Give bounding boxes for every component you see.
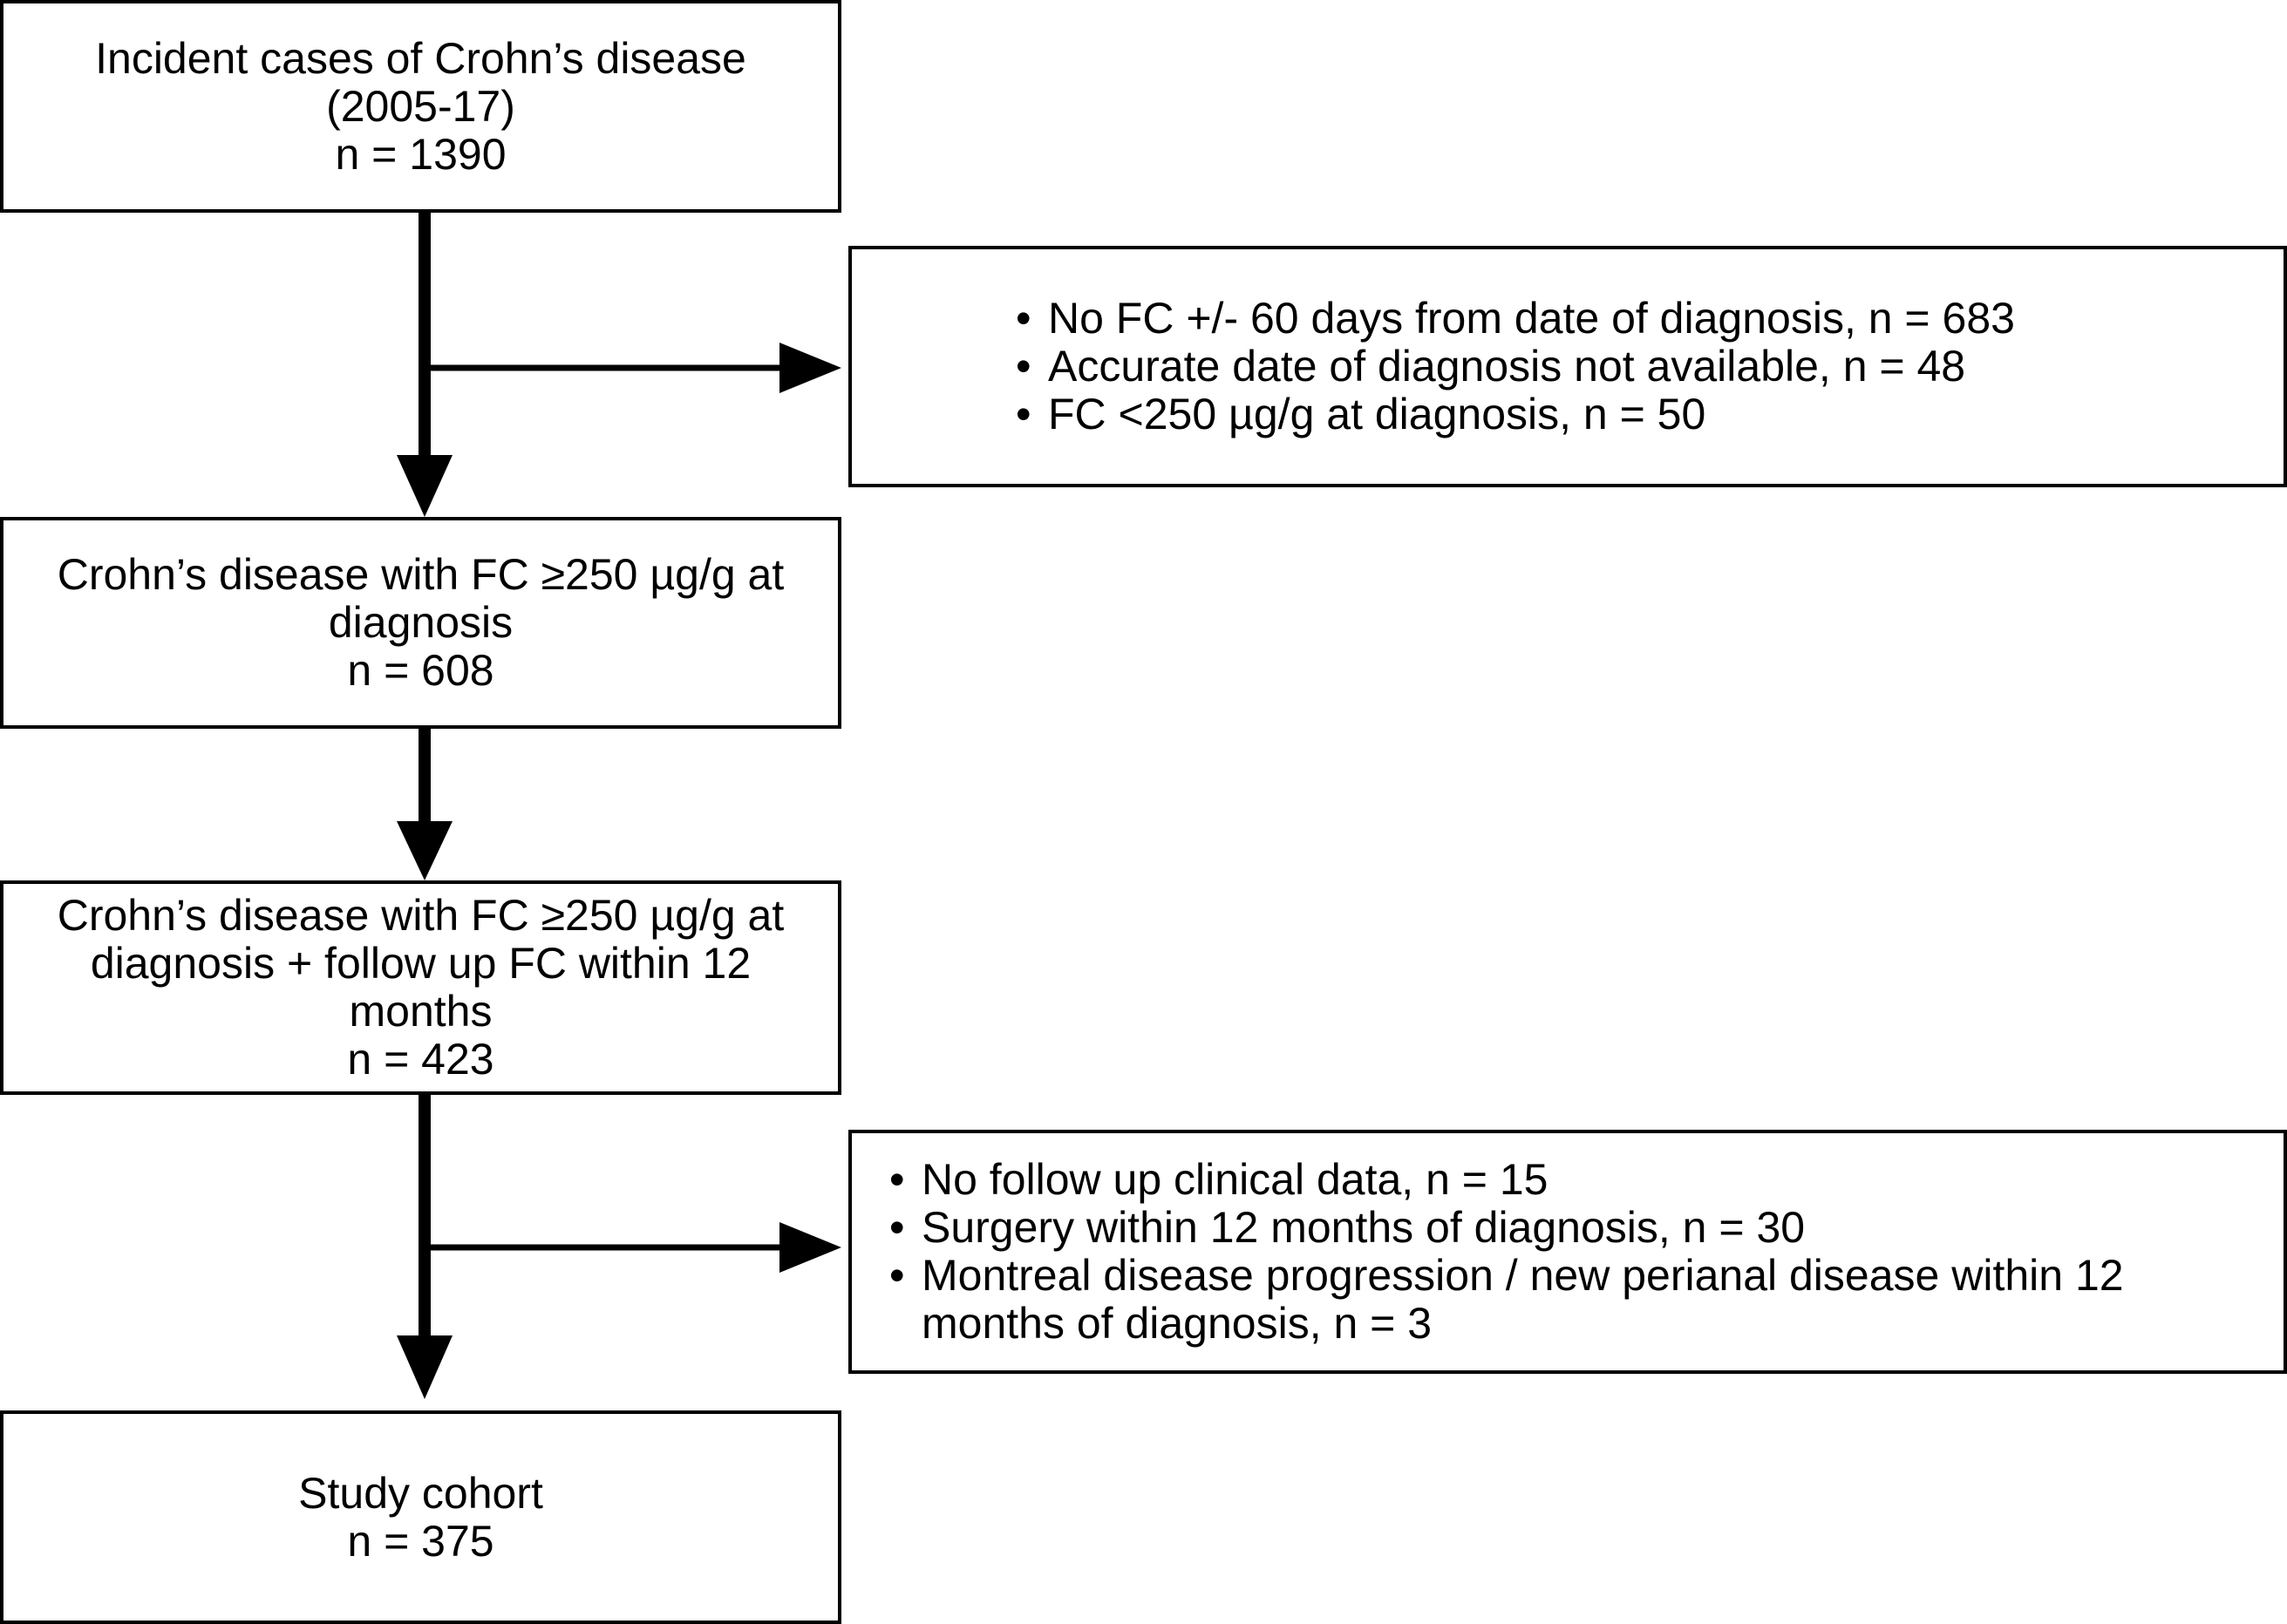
exclusion-box-second: No follow up clinical data, n = 15 Surge… [848, 1130, 2287, 1374]
exclusion-item: No follow up clinical data, n = 15 [882, 1156, 2284, 1205]
box-study-cohort: Study cohort n = 375 [0, 1410, 841, 1624]
arrow-to-exclusion-second [425, 1222, 841, 1273]
box-fc-follow-up: Crohn’s disease with FC ≥250 µg/g at dia… [0, 880, 841, 1095]
incident-title: Incident cases of Crohn’s disease [95, 33, 746, 83]
exclusion-item: Montreal disease progression / new peria… [882, 1252, 2284, 1301]
arrow-follow-up-to-study-cohort [397, 1095, 453, 1399]
incident-count: n = 1390 [335, 129, 507, 179]
arrow-fc-diagnosis-to-follow-up [397, 729, 453, 880]
box-fc-at-diagnosis: Crohn’s disease with FC ≥250 µg/g at dia… [0, 517, 841, 729]
study-cohort-count: n = 375 [347, 1516, 494, 1566]
fc-diagnosis-title-cont: diagnosis [328, 598, 514, 647]
exclusion-list-second: No follow up clinical data, n = 15 Surge… [882, 1156, 2284, 1348]
fc-diagnosis-count: n = 608 [347, 646, 494, 695]
follow-up-count: n = 423 [347, 1035, 494, 1084]
exclusion-item: FC <250 µg/g at diagnosis, n = 50 [1009, 391, 2284, 439]
arrow-incident-to-fc-diagnosis [397, 213, 453, 517]
arrow-to-exclusion-first [425, 343, 841, 393]
follow-up-title-cont: diagnosis + follow up FC within 12 [90, 939, 752, 988]
exclusion-item: Surgery within 12 months of diagnosis, n… [882, 1204, 2284, 1253]
fc-diagnosis-title: Crohn’s disease with FC ≥250 µg/g at [57, 550, 785, 599]
study-cohort-title: Study cohort [298, 1468, 543, 1518]
follow-up-title-cont2: months [349, 987, 493, 1036]
exclusion-list-first: No FC +/- 60 days from date of diagnosis… [1009, 295, 2284, 439]
follow-up-title: Crohn’s disease with FC ≥250 µg/g at [57, 891, 785, 940]
exclusion-item-continuation: months of diagnosis, n = 3 [922, 1299, 1433, 1348]
incident-period: (2005-17) [326, 81, 515, 131]
exclusion-item: No FC +/- 60 days from date of diagnosis… [1009, 295, 2284, 343]
exclusion-box-first: No FC +/- 60 days from date of diagnosis… [848, 246, 2287, 487]
box-incident-cases: Incident cases of Crohn’s disease (2005-… [0, 0, 841, 213]
exclusion-item: Accurate date of diagnosis not available… [1009, 343, 2284, 391]
